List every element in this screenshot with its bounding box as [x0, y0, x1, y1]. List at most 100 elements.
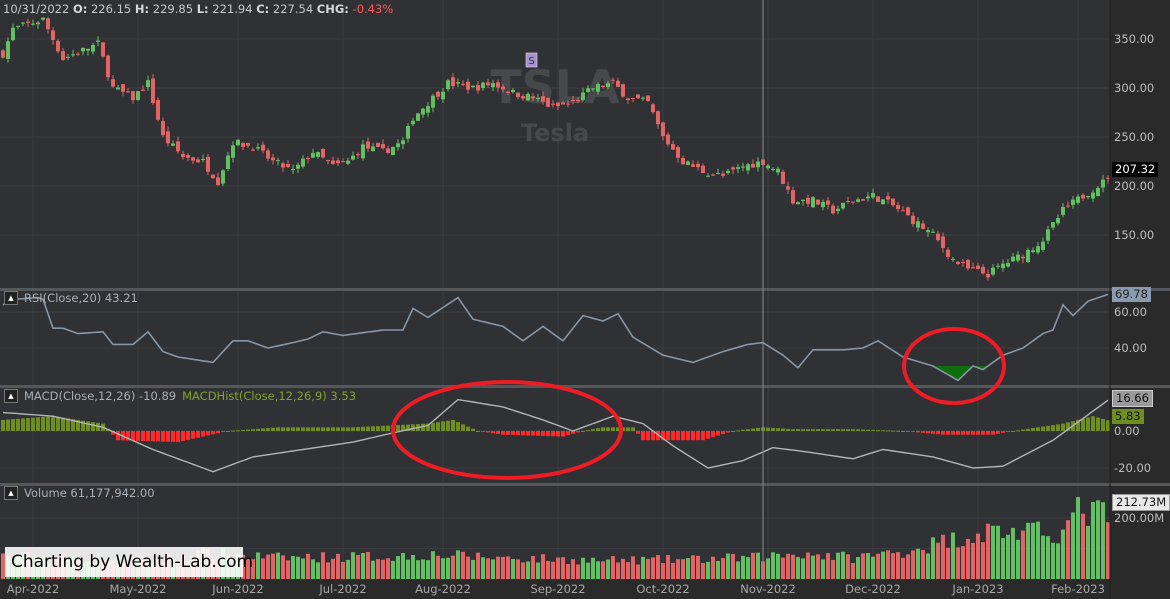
candle-body: [411, 120, 415, 125]
macd-hist-bar: [966, 431, 970, 435]
macd-hist-bar: [671, 431, 675, 441]
candle-body: [796, 202, 800, 205]
macd-hist-bar: [906, 431, 910, 432]
macd-hist-bar: [46, 416, 50, 431]
volume-bar: [691, 555, 695, 579]
macd-hist-bar: [806, 429, 810, 431]
volume-bar: [286, 560, 290, 579]
collapse-macd-pane-button[interactable]: ▲: [4, 389, 18, 403]
pane-separator: [0, 385, 1170, 388]
volume-bar: [991, 525, 995, 579]
macd-hist-bar: [446, 420, 450, 431]
candle-body: [361, 144, 365, 159]
candle-body: [221, 170, 225, 184]
macd-hist-bar: [1056, 424, 1060, 431]
candle-body: [11, 27, 15, 41]
candle-body: [696, 163, 700, 168]
volume-bar: [696, 555, 700, 579]
volume-bar: [661, 563, 665, 579]
candle-body: [451, 77, 455, 87]
readout-date: 10/31/2022: [3, 2, 70, 16]
x-tick-label: Jul-2022: [318, 582, 366, 596]
candle-body: [631, 97, 635, 99]
macd-hist-bar: [16, 418, 20, 431]
candle-body: [306, 157, 310, 160]
macd-hist-bar: [216, 431, 220, 434]
volume-bar: [891, 553, 895, 579]
candle-body: [596, 84, 600, 92]
macd-hist-bar: [201, 431, 205, 437]
volume-bar: [1011, 527, 1015, 579]
macd-hist-bar: [281, 427, 285, 431]
candle-body: [426, 106, 430, 113]
macd-hist-bar: [926, 431, 930, 434]
macd-hist-bar: [301, 427, 305, 431]
macd-hist-bar: [406, 424, 410, 431]
macd-hist-bar: [711, 431, 715, 438]
candle-body: [111, 79, 115, 87]
macd-hist-bar: [811, 429, 815, 431]
macd-hist-bar: [851, 429, 855, 431]
candle-body: [251, 149, 255, 151]
collapse-volume-pane-button[interactable]: ▲: [4, 486, 18, 500]
rsi-oversold-fill: [975, 366, 981, 368]
macd-hist-bar: [276, 427, 280, 431]
macd-tick-label: 0.00: [1114, 424, 1140, 438]
macd-hist-bar: [186, 431, 190, 440]
macd-hist-bar: [91, 422, 95, 431]
volume-bar: [291, 556, 295, 579]
volume-bar: [711, 556, 715, 579]
watermark-name: Tesla: [521, 119, 589, 147]
macd-hist-bar: [66, 418, 70, 431]
volume-bar: [401, 553, 405, 579]
macd-hist-bar: [211, 431, 215, 435]
macd-hist-bar: [326, 427, 330, 431]
candle-body: [276, 160, 280, 162]
macd-hist-bar: [471, 428, 475, 431]
macd-hist-bar: [151, 431, 155, 442]
macd-hist-bar: [26, 418, 30, 431]
macd-hist-bar: [256, 428, 260, 431]
change-label: CHG:: [316, 2, 349, 16]
macd-hist-bar: [516, 431, 520, 436]
macd-hist-bar: [731, 431, 735, 432]
macd-hist-bar: [501, 431, 505, 435]
candle-body: [931, 231, 935, 233]
close-value: 227.54: [272, 2, 314, 16]
volume-bar: [886, 550, 890, 579]
rsi-last-badge: 69.78: [1112, 287, 1151, 302]
macd-hist-bar: [691, 431, 695, 441]
candle-body: [581, 92, 585, 101]
macd-hist-bar: [286, 427, 290, 431]
macd-hist-bar: [291, 427, 295, 431]
candle-body: [896, 205, 900, 210]
candle-body: [301, 158, 305, 167]
candle-body: [1021, 256, 1025, 259]
volume-bar: [651, 557, 655, 579]
macd-hist-bar: [576, 431, 580, 433]
volume-bar: [266, 554, 270, 579]
candle-body: [231, 145, 235, 158]
collapse-rsi-pane-button[interactable]: ▲: [4, 291, 18, 305]
macd-hist-bar: [876, 430, 880, 432]
volume-bar: [1, 553, 5, 579]
macd-hist-bar: [506, 431, 510, 435]
volume-bar: [616, 562, 620, 579]
signal-marker: [525, 52, 538, 68]
candle-body: [1016, 254, 1020, 261]
volume-bar: [636, 564, 640, 579]
candle-body: [61, 51, 65, 60]
volume-bar: [611, 556, 615, 579]
macd-hist-bar: [1051, 425, 1055, 431]
candle-body: [866, 196, 870, 199]
volume-bar: [731, 553, 735, 579]
candle-body: [296, 164, 300, 169]
macd-hist-bar: [921, 431, 925, 433]
volume-bar: [986, 523, 990, 579]
candle-body: [531, 96, 535, 99]
candle-body: [1, 50, 5, 58]
volume-bar: [781, 557, 785, 579]
volume-bar: [256, 552, 260, 579]
volume-bar: [356, 554, 360, 579]
